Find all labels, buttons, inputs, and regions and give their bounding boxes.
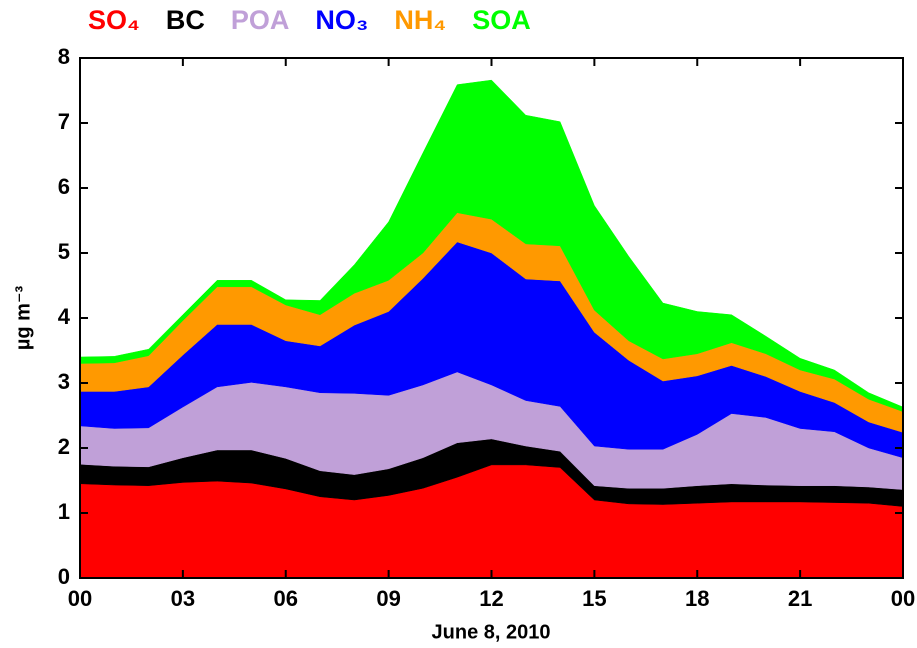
y-tick-label: 1	[58, 499, 70, 524]
x-tick-label: 18	[685, 586, 709, 611]
x-tick-label: 12	[479, 586, 503, 611]
y-axis-label: µg m⁻³	[12, 286, 34, 351]
y-tick-label: 3	[58, 369, 70, 394]
x-tick-label: 06	[274, 586, 298, 611]
legend-entry: SOA	[472, 5, 531, 35]
legend-entry: NO₃	[315, 5, 368, 35]
legend-entry: POA	[231, 5, 290, 35]
x-tick-label: 15	[582, 586, 606, 611]
x-axis-label: June 8, 2010	[432, 621, 551, 643]
x-tick-label: 00	[68, 586, 92, 611]
x-tick-label: 00	[891, 586, 915, 611]
y-tick-label: 2	[58, 434, 70, 459]
x-tick-label: 03	[171, 586, 195, 611]
y-tick-label: 8	[58, 44, 70, 69]
legend-entry: NH₄	[394, 5, 446, 35]
legend-entry: BC	[166, 5, 205, 35]
x-tick-label: 09	[376, 586, 400, 611]
y-tick-label: 0	[58, 564, 70, 589]
y-tick-label: 7	[58, 109, 70, 134]
x-tick-label: 21	[788, 586, 812, 611]
legend-entry: SO₄	[88, 5, 140, 35]
y-tick-label: 6	[58, 174, 70, 199]
y-tick-label: 4	[58, 304, 71, 329]
y-tick-label: 5	[58, 239, 70, 264]
